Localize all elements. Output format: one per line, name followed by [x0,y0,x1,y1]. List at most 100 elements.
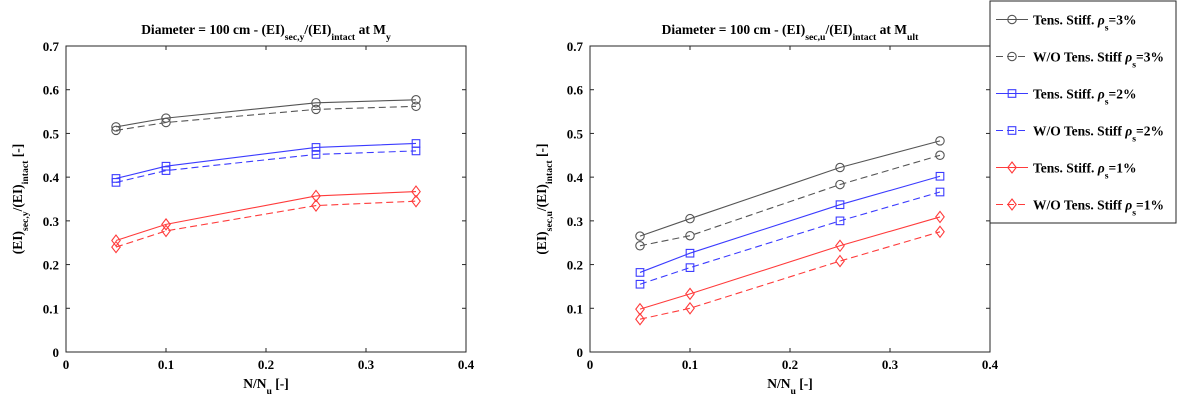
legend-label-symbol: ρ [1097,13,1105,28]
legend-marker [1007,126,1017,135]
y-tick-label: 0.7 [43,39,60,54]
x-tick-label: 0.3 [358,357,375,372]
y-tick-label: 0.4 [43,170,60,185]
series-line [639,216,941,310]
data-point [411,101,421,112]
data-point [311,150,321,159]
legend-label-suffix: =1% [1109,161,1137,176]
legend-label-suffix: =2% [1136,124,1164,139]
data-point [161,166,171,175]
legend-label-sub: s [1132,59,1136,70]
series-line [639,231,941,320]
data-point [835,239,845,253]
data-point [111,125,121,136]
data-point [411,194,421,208]
x-axis-label-part: u [790,386,796,397]
legend-item: Tens. Stiff. ρs=3% [996,13,1137,33]
legend-label-suffix: =1% [1136,198,1164,213]
data-point [685,287,695,301]
legend-item: W/O Tens. Stiff ρs=2% [996,124,1164,144]
data-point [835,162,845,173]
chart-title-part: at M [355,22,386,37]
y-tick-label: 0.3 [567,214,584,229]
data-point [835,254,845,268]
y-tick-label: 0.1 [567,301,583,316]
data-point [935,187,945,197]
y-tick-label: 0.6 [567,83,584,98]
data-point [835,216,845,226]
data-point [161,224,171,238]
series-line [115,105,417,131]
data-point [635,268,645,277]
chart-title-part: Diameter = 100 cm - (EI) [141,22,285,37]
legend-item: W/O Tens. Stiff ρs=1% [996,198,1164,218]
x-axis-label: N/Nu [-] [243,376,289,397]
data-point [935,150,945,161]
data-point [635,312,645,326]
data-point [111,122,121,132]
x-axis-label-part: N/N [767,376,791,391]
y-tick-label: 0.2 [43,258,59,273]
legend-label-symbol: ρ [1124,124,1132,139]
y-axis-label: (EI)sec,u/(EI)intact [-] [534,143,555,254]
series-line [115,150,417,183]
legend-label-sub: s [1105,96,1109,107]
data-point [635,279,645,289]
legend-marker [1007,161,1017,174]
data-point [635,302,645,316]
data-point [161,217,171,231]
series-line [639,154,941,247]
data-point [311,104,321,115]
y-axis-label-part: /(EI) [534,184,549,212]
y-axis-label-part: intact [544,160,555,185]
data-point [111,178,121,187]
chart-title-part: at M [876,22,907,37]
legend-label: Tens. Stiff. ρs=1% [1033,161,1136,182]
series-1 [111,101,421,136]
y-axis-label-part: intact [20,160,31,185]
legend-label-suffix: =3% [1109,13,1137,28]
legend-label-sub: s [1105,170,1109,181]
data-point [685,248,695,258]
y-tick-label: 0.5 [567,126,584,141]
legend-item: Tens. Stiff. ρs=1% [996,161,1136,182]
data-point [111,240,121,254]
legend-marker [1007,14,1017,25]
x-tick-label: 0.1 [682,357,698,372]
x-axis-label-part: u [266,386,272,397]
series-1 [635,150,945,251]
data-point [935,136,945,146]
series-line [639,175,941,273]
data-point [411,95,421,105]
legend: Tens. Stiff. ρs=3%W/O Tens. Stiff ρs=3%T… [989,0,1177,224]
chart-title-part: sec,u [805,32,826,43]
y-tick-label: 0 [577,345,584,360]
legend-label: W/O Tens. Stiff ρs=3% [1033,50,1164,71]
y-axis-label-part: [-] [534,143,549,160]
chart-title-part: y [386,32,391,43]
x-tick-label: 0.3 [882,357,899,372]
y-tick-label: 0.3 [43,214,60,229]
y-tick-label: 0.2 [567,258,583,273]
chart-title-part: intact [331,32,356,43]
chart-title-part: /(EI) [824,22,852,37]
y-tick-label: 0.1 [43,301,59,316]
data-point [311,98,321,108]
legend-label-sub: s [1132,207,1136,218]
series-4 [635,210,945,316]
legend-label: Tens. Stiff. ρs=2% [1033,87,1136,108]
legend-label-prefix: W/O Tens. Stiff [1033,50,1125,65]
data-point [311,189,321,203]
data-point [685,230,695,241]
legend-label-prefix: Tens. Stiff. [1033,87,1098,102]
x-tick-label: 0.4 [982,357,999,372]
x-axis-label-part: [-] [272,376,289,391]
x-axis-label-part: [-] [796,376,813,391]
data-point [835,200,845,210]
x-tick-label: 0 [63,357,70,372]
series-line [115,200,417,248]
legend-label-symbol: ρ [1097,161,1105,176]
x-tick-label: 0.2 [782,357,798,372]
legend-marker [1007,51,1017,62]
y-tick-label: 0 [53,345,60,360]
